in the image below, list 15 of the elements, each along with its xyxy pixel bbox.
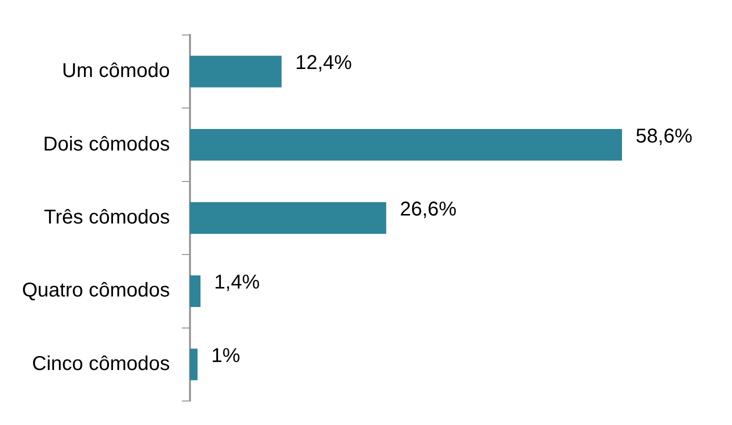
bar xyxy=(190,202,386,234)
data-label: 1% xyxy=(211,344,240,367)
data-label: 1,4% xyxy=(214,272,260,294)
bar xyxy=(190,348,198,380)
y-tick-label: Cinco cômodos xyxy=(32,352,170,375)
y-tick-label: Quatro cômodos xyxy=(22,280,170,302)
bar xyxy=(190,275,200,308)
data-label: 12,4% xyxy=(295,52,352,74)
data-label: 26,6% xyxy=(400,198,457,221)
y-tick-label: Três cômodos xyxy=(44,206,170,229)
bar xyxy=(190,128,622,161)
data-label: 58,6% xyxy=(636,125,693,148)
bar xyxy=(190,56,282,88)
y-tick-label: Um cômodo xyxy=(62,60,170,82)
y-tick-label: Dois cômodos xyxy=(43,133,170,156)
